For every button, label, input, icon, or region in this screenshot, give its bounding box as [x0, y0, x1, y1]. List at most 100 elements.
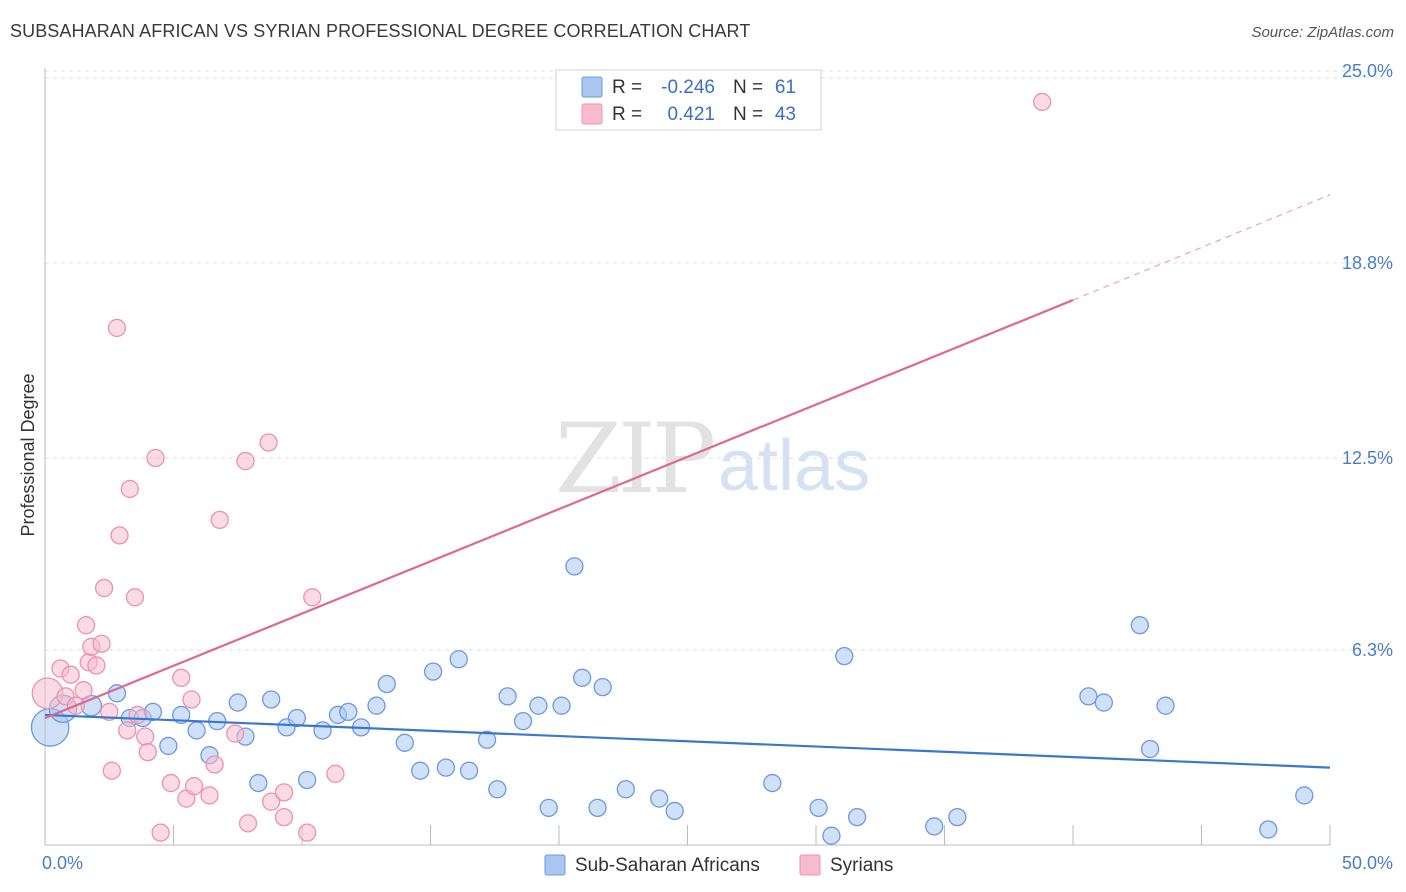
point-blue: [616, 780, 635, 799]
legend-r-value-1: -0.246: [661, 77, 715, 98]
trend-line-blue: [44, 713, 1331, 769]
point-pink: [238, 814, 258, 833]
point-blue: [588, 798, 607, 817]
y-tick-label: 6.3%: [1352, 640, 1393, 660]
point-pink: [107, 318, 127, 338]
point-blue: [513, 712, 533, 731]
point-pink: [151, 823, 170, 842]
point-pink: [94, 578, 114, 598]
point-pink: [125, 588, 145, 607]
point-blue: [1140, 739, 1160, 759]
series-legend-swatch-blue: [544, 854, 566, 876]
point-blue: [650, 789, 669, 808]
point-pink: [102, 761, 121, 780]
point-blue: [948, 807, 967, 827]
legend-n-label-1: N =: [733, 77, 763, 98]
point-pink: [200, 786, 219, 805]
point-blue: [436, 758, 456, 777]
point-pink: [274, 807, 294, 827]
point-pink: [74, 681, 93, 700]
axis-layer: 6.3% 12.5% 18.8% 25.0% 0.0% 50.0%: [42, 61, 1393, 873]
point-blue: [1259, 820, 1278, 839]
point-blue: [459, 761, 479, 780]
legend-n-label-2: N =: [733, 104, 763, 125]
point-blue: [822, 826, 841, 845]
trend-line-extension-pink: [1072, 194, 1331, 301]
point-blue: [1295, 786, 1314, 805]
trend-layer: [44, 194, 1331, 769]
point-pink: [182, 690, 201, 709]
point-pink: [262, 792, 281, 811]
point-blue: [477, 730, 497, 749]
grid-layer: [45, 70, 1390, 651]
point-pink: [161, 773, 181, 793]
point-blue: [552, 696, 571, 715]
chart-title: SUBSAHARAN AFRICAN VS SYRIAN PROFESSIONA…: [10, 21, 751, 41]
point-blue: [377, 674, 396, 694]
point-pink: [184, 777, 204, 796]
point-blue: [1130, 616, 1149, 635]
chart-source: Source: ZipAtlas.com: [1251, 24, 1394, 41]
point-pink: [1033, 92, 1052, 112]
x-tick-label-start: 0.0%: [42, 853, 83, 873]
point-pink: [76, 616, 96, 635]
legend-r-label-2: R =: [612, 104, 642, 125]
point-blue: [1079, 687, 1098, 706]
x-tick-label-end: 50.0%: [1342, 853, 1393, 873]
point-blue: [529, 696, 548, 715]
point-pink: [92, 634, 111, 653]
legend-swatch-pink: [581, 103, 603, 125]
point-pink: [100, 702, 119, 722]
watermark: ZIP atlas: [555, 403, 870, 515]
point-pink: [120, 479, 139, 499]
point-blue: [763, 773, 782, 793]
point-blue: [159, 736, 178, 756]
legend-n-value-2: 43: [775, 104, 796, 125]
point-pink: [297, 823, 317, 842]
series-legend-label-2: Syrians: [830, 855, 893, 876]
point-blue: [665, 801, 684, 821]
point-blue: [539, 798, 558, 817]
y-tick-label: 25.0%: [1342, 61, 1393, 81]
point-blue: [847, 807, 867, 827]
series-legend-swatch-pink: [799, 854, 821, 876]
series-legend: Sub-Saharan Africans Syrians: [544, 854, 893, 876]
point-blue: [249, 773, 268, 793]
y-tick-label: 18.8%: [1342, 253, 1393, 273]
point-blue: [367, 696, 386, 715]
points-layer: [30, 92, 1314, 845]
point-blue: [187, 721, 206, 740]
point-blue: [498, 687, 517, 706]
point-blue: [287, 708, 307, 728]
point-pink: [326, 764, 345, 783]
point-blue: [228, 693, 247, 712]
watermark-zip: ZIP: [555, 403, 714, 515]
series-legend-label-1: Sub-Saharan Africans: [575, 855, 760, 876]
y-tick-label: 12.5%: [1342, 448, 1393, 468]
point-pink: [210, 510, 229, 530]
point-pink: [303, 588, 322, 607]
point-pink: [205, 755, 224, 774]
legend-n-value-1: 61: [775, 77, 796, 98]
point-pink: [61, 665, 80, 684]
legend-swatch-blue: [581, 76, 603, 98]
watermark-atlas: atlas: [718, 426, 870, 506]
point-pink: [259, 433, 278, 452]
point-pink: [118, 721, 137, 740]
point-pink: [226, 724, 245, 743]
point-blue: [395, 733, 414, 752]
point-blue: [809, 798, 828, 817]
point-pink: [87, 656, 106, 675]
point-blue: [313, 721, 332, 740]
point-blue: [172, 705, 191, 725]
point-blue: [411, 761, 430, 780]
point-blue: [1094, 693, 1113, 712]
point-blue: [449, 650, 468, 669]
point-blue: [1156, 696, 1175, 715]
point-blue: [565, 557, 584, 576]
point-blue: [835, 646, 854, 666]
point-blue: [423, 662, 443, 681]
point-blue: [297, 770, 317, 790]
point-pink: [110, 526, 129, 545]
legend-r-value-2: 0.421: [667, 104, 715, 125]
